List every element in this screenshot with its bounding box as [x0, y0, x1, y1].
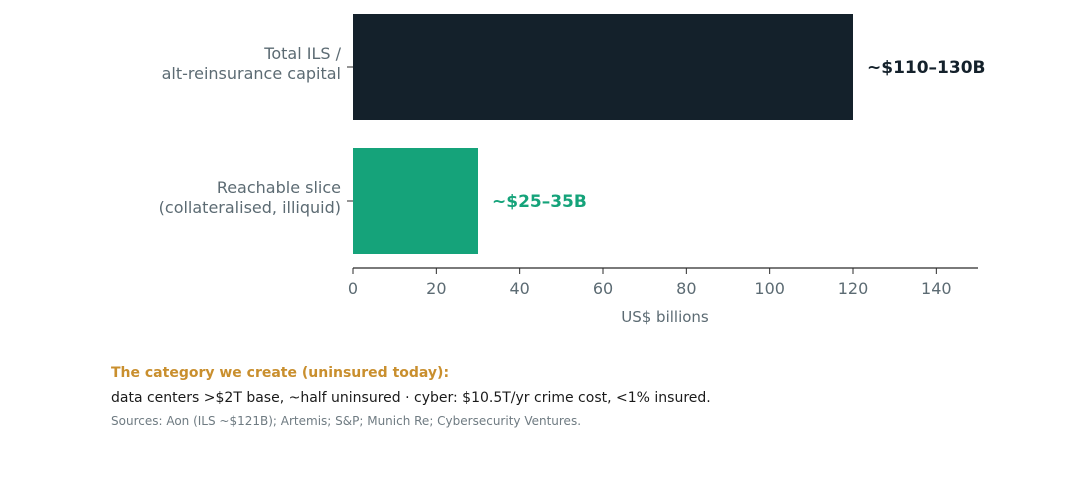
bar-2 [353, 148, 478, 254]
notes-block: The category we create (uninsured today)… [111, 364, 711, 429]
category-label-1-line-1: Total ILS / [263, 44, 341, 63]
x-tick-label-140: 140 [921, 279, 952, 298]
category-label-2-line-1: Reachable slice [217, 178, 341, 197]
data-labels: ~$110–130B ~$25–35B [492, 58, 986, 212]
x-tick-label-60: 60 [593, 279, 613, 298]
bars [353, 14, 853, 254]
x-tick-label-100: 100 [754, 279, 785, 298]
x-tick-label-80: 80 [676, 279, 696, 298]
notes-body: data centers >$2T base, ~half uninsured … [111, 390, 711, 406]
category-label-1-line-2: alt-reinsurance capital [162, 64, 341, 83]
bar-1 [353, 14, 853, 120]
data-label-1: ~$110–130B [867, 58, 986, 78]
notes-sources: Sources: Aon (ILS ~$121B); Artemis; S&P;… [111, 414, 582, 428]
category-labels: Total ILS /alt-reinsurance capital Reacha… [159, 44, 353, 217]
x-tick-label-20: 20 [426, 279, 446, 298]
x-axis-ticks: 0 20 40 60 80 100 120 140 [348, 268, 952, 298]
notes-title: The category we create (uninsured today)… [111, 365, 450, 381]
x-tick-label-40: 40 [509, 279, 529, 298]
x-tick-label-120: 120 [838, 279, 869, 298]
x-tick-label-0: 0 [348, 279, 358, 298]
category-label-2-line-2: (collateralised, illiquid) [159, 198, 341, 217]
data-label-2: ~$25–35B [492, 192, 587, 212]
bar-chart: Total ILS /alt-reinsurance capital Reacha… [159, 14, 986, 326]
x-axis-label: US$ billions [621, 308, 709, 326]
